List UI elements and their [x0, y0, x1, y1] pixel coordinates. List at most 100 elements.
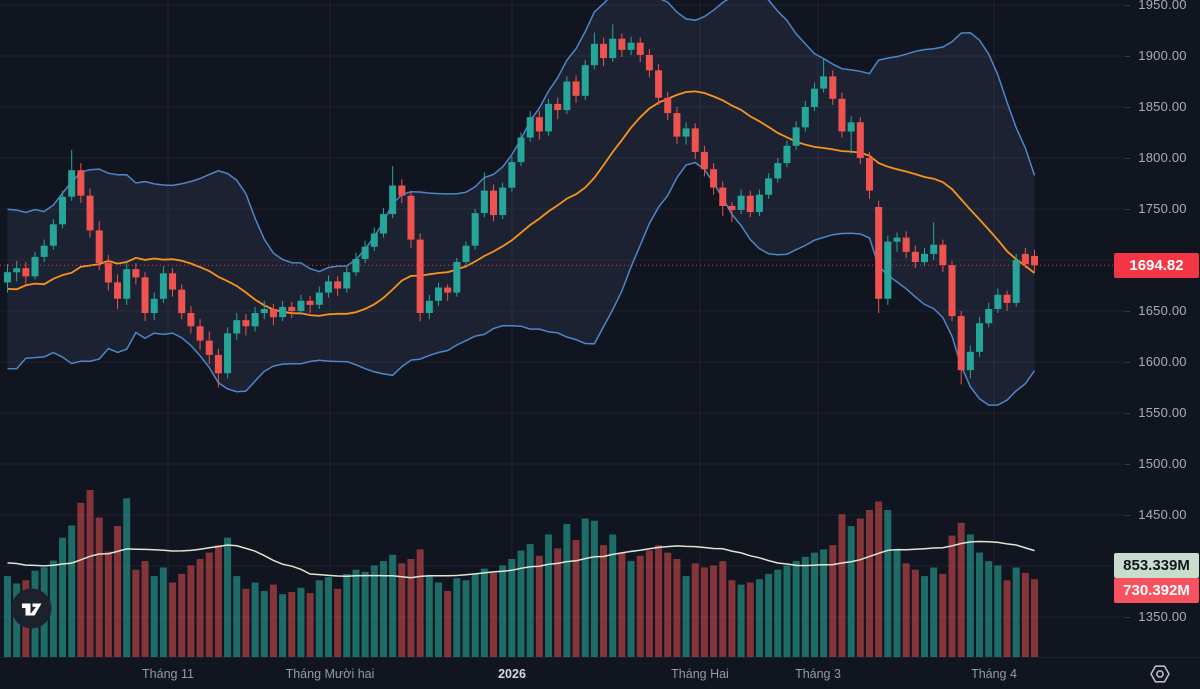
candle-body	[288, 306, 296, 311]
volume-bar	[664, 552, 672, 657]
volume-bar	[114, 526, 122, 657]
candle-body	[242, 320, 250, 327]
axis-settings-icon[interactable]	[1148, 662, 1172, 686]
volume-bar	[746, 582, 754, 657]
candle-body	[453, 262, 461, 293]
candle-body	[22, 268, 30, 277]
volume-bar	[178, 573, 186, 657]
volume-bar	[856, 518, 864, 657]
time-axis-month-label: Tháng 3	[795, 667, 841, 681]
candle-body	[921, 253, 928, 263]
volume-bar	[49, 560, 57, 657]
volume-bar	[77, 502, 85, 657]
price-axis-label: 1850.00	[1138, 99, 1187, 114]
volume-bar	[95, 517, 103, 657]
volume-bar	[370, 565, 378, 657]
candle-body	[1031, 255, 1039, 266]
volume-bar	[581, 518, 589, 657]
volume-bar	[379, 561, 387, 657]
candle-body	[911, 251, 919, 262]
volume-bar	[810, 552, 818, 657]
volume-bar	[1003, 580, 1011, 657]
candle-body	[765, 178, 773, 195]
candle-body	[728, 205, 736, 210]
volume-bar	[242, 588, 250, 657]
volume-bar	[453, 578, 461, 657]
price-axis-tick	[1125, 5, 1130, 6]
candle-body	[737, 195, 745, 210]
volume-bar	[554, 548, 562, 657]
volume-bar	[902, 563, 910, 657]
volume-bar	[728, 580, 736, 657]
volume-bar	[334, 588, 342, 657]
volume-bar	[618, 552, 626, 657]
volume-bar	[691, 563, 699, 657]
candle-body	[425, 300, 433, 313]
candle-body	[645, 55, 653, 71]
volume-bar	[444, 591, 452, 657]
price-axis[interactable]: 1350.001400.001450.001500.001550.001600.…	[1114, 0, 1200, 657]
candle-body	[994, 294, 1002, 309]
volume-bar	[765, 573, 773, 657]
tradingview-logo[interactable]	[11, 588, 52, 629]
price-axis-tick	[1125, 107, 1130, 108]
candle-body	[673, 113, 681, 137]
price-axis-label: 1550.00	[1138, 405, 1187, 420]
candle-body	[884, 241, 892, 299]
candle-body	[609, 38, 617, 59]
candle-body	[77, 170, 85, 196]
price-axis-tick	[1125, 515, 1130, 516]
volume-label: 730.392M	[1114, 578, 1199, 603]
candle-body	[600, 43, 608, 59]
volume-bar	[306, 593, 314, 657]
price-axis-label: 1650.00	[1138, 303, 1187, 318]
volume-bar	[911, 569, 919, 657]
volume-bar	[801, 556, 809, 657]
volume-bar	[792, 561, 800, 657]
candle-body	[434, 287, 442, 301]
volume-bar	[563, 523, 571, 657]
candle-body	[939, 244, 947, 266]
bollinger-lower-band	[7, 161, 1036, 406]
volume-bar	[398, 563, 406, 657]
candle-body	[68, 170, 76, 197]
price-axis-tick	[1125, 362, 1130, 363]
candle-body	[334, 281, 342, 289]
time-axis[interactable]: Tháng 11 Tháng Mười hai 2026 Tháng Hai Tháng…	[0, 657, 1200, 689]
candle-body	[214, 354, 222, 374]
price-axis-tick	[1125, 56, 1130, 57]
candle-body	[205, 340, 213, 355]
volume-bar	[123, 498, 131, 657]
candle-body	[104, 263, 112, 283]
volume-bar	[297, 587, 305, 657]
price-axis-tick	[1125, 158, 1130, 159]
candle-body	[315, 292, 323, 305]
volume-bar	[976, 552, 984, 657]
candle-body	[141, 277, 149, 313]
price-axis-label: 1900.00	[1138, 48, 1187, 63]
volume-bar	[462, 580, 470, 657]
volume-bar	[104, 551, 112, 657]
volume-bar	[755, 579, 763, 657]
volume-bar	[196, 559, 204, 657]
volume-bar	[700, 567, 708, 657]
candle-body	[700, 151, 708, 170]
volume-bar	[737, 584, 745, 657]
price-axis-tick	[1125, 311, 1130, 312]
volume-bar	[957, 522, 965, 657]
candle-body	[178, 289, 186, 314]
volume-bar	[4, 576, 11, 657]
volume-bar	[627, 561, 635, 657]
volume-bar	[490, 572, 498, 657]
volume-bar	[847, 526, 855, 657]
candle-body	[480, 190, 488, 213]
logo-glyph-seven	[29, 603, 42, 616]
candle-body	[572, 81, 580, 96]
volume-bar	[865, 510, 873, 657]
volume-bar	[214, 545, 222, 657]
candle-body	[618, 38, 626, 50]
candle-body	[792, 127, 800, 146]
price-chart-pane[interactable]	[0, 0, 1125, 657]
candle-body	[581, 65, 589, 96]
